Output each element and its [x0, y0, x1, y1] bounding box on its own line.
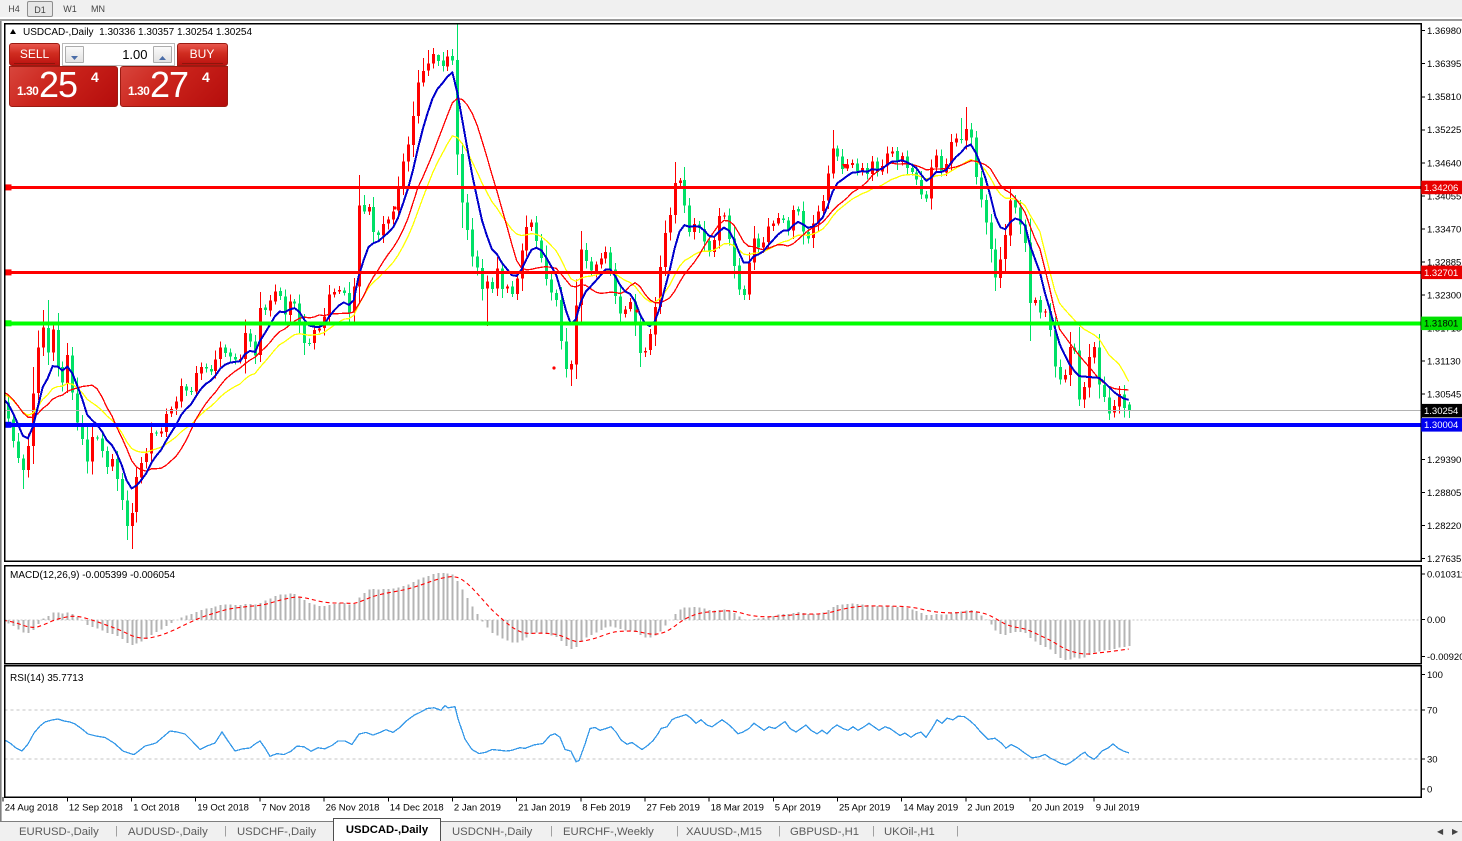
svg-text:19 Oct 2018: 19 Oct 2018 [197, 803, 249, 814]
svg-text:1 Oct 2018: 1 Oct 2018 [133, 803, 179, 814]
svg-text:7 Nov 2018: 7 Nov 2018 [261, 803, 310, 814]
svg-text:0.00: 0.00 [1427, 615, 1446, 626]
svg-text:1.32701: 1.32701 [1424, 268, 1458, 279]
svg-text:1.27635: 1.27635 [1427, 554, 1461, 565]
svg-text:1.35810: 1.35810 [1427, 92, 1461, 103]
svg-text:70: 70 [1427, 705, 1438, 716]
svg-text:1.35225: 1.35225 [1427, 125, 1461, 136]
svg-text:RSI(14) 35.7713: RSI(14) 35.7713 [10, 673, 84, 684]
svg-text:-0.009203: -0.009203 [1427, 652, 1462, 663]
svg-text:100: 100 [1427, 670, 1443, 681]
svg-text:1.32885: 1.32885 [1427, 257, 1461, 268]
svg-text:1.29390: 1.29390 [1427, 455, 1461, 466]
svg-text:30: 30 [1427, 754, 1438, 765]
svg-text:1.36395: 1.36395 [1427, 59, 1461, 70]
svg-text:9 Jul 2019: 9 Jul 2019 [1096, 803, 1140, 814]
svg-text:14 May 2019: 14 May 2019 [903, 803, 958, 814]
svg-text:1.30004: 1.30004 [1424, 420, 1458, 431]
svg-text:1.30545: 1.30545 [1427, 390, 1461, 401]
svg-text:1.34206: 1.34206 [1424, 183, 1458, 194]
svg-text:24 Aug 2018: 24 Aug 2018 [5, 803, 58, 814]
svg-text:1.31130: 1.31130 [1427, 357, 1461, 368]
svg-text:1.28805: 1.28805 [1427, 488, 1461, 499]
svg-text:0.010311: 0.010311 [1427, 569, 1462, 580]
svg-text:0: 0 [1427, 784, 1432, 795]
svg-text:21 Jan 2019: 21 Jan 2019 [518, 803, 570, 814]
svg-text:18 Mar 2019: 18 Mar 2019 [711, 803, 764, 814]
svg-text:1.33470: 1.33470 [1427, 224, 1461, 235]
svg-text:2 Jun 2019: 2 Jun 2019 [967, 803, 1014, 814]
svg-text:1.34640: 1.34640 [1427, 158, 1461, 169]
svg-text:27 Feb 2019: 27 Feb 2019 [647, 803, 700, 814]
svg-text:12 Sep 2018: 12 Sep 2018 [69, 803, 123, 814]
svg-text:1.32300: 1.32300 [1427, 291, 1461, 302]
svg-text:2 Jan 2019: 2 Jan 2019 [454, 803, 501, 814]
svg-text:5 Apr 2019: 5 Apr 2019 [775, 803, 821, 814]
svg-text:1.36980: 1.36980 [1427, 26, 1461, 37]
svg-text:14 Dec 2018: 14 Dec 2018 [390, 803, 444, 814]
svg-text:MACD(12,26,9) -0.005399 -0.006: MACD(12,26,9) -0.005399 -0.006054 [10, 570, 176, 581]
svg-text:1.28220: 1.28220 [1427, 521, 1461, 532]
svg-text:1.31801: 1.31801 [1424, 319, 1458, 330]
svg-text:20 Jun 2019: 20 Jun 2019 [1032, 803, 1084, 814]
svg-text:26 Nov 2018: 26 Nov 2018 [326, 803, 380, 814]
svg-text:1.30254: 1.30254 [1424, 406, 1458, 417]
svg-text:25 Apr 2019: 25 Apr 2019 [839, 803, 890, 814]
svg-text:8 Feb 2019: 8 Feb 2019 [582, 803, 630, 814]
svg-text:1.34055: 1.34055 [1427, 191, 1461, 202]
